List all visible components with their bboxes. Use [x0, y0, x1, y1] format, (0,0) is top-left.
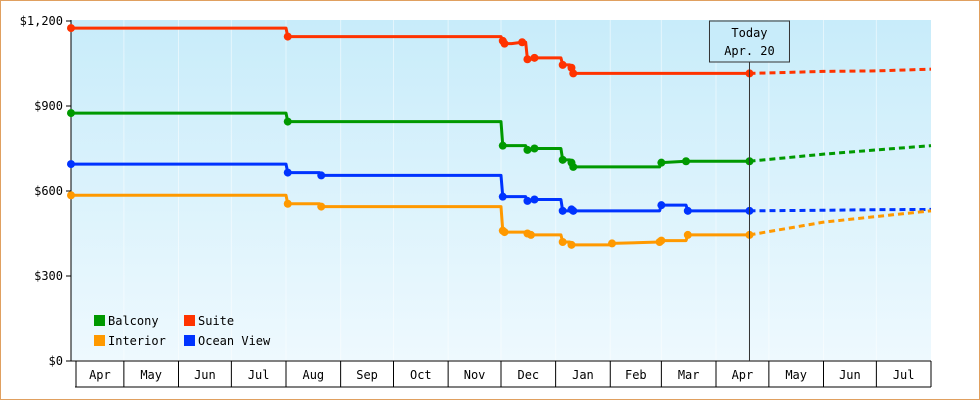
x-tick-label: Feb: [625, 368, 647, 382]
data-point-suite: [569, 69, 578, 78]
legend-label-balcony: Balcony: [108, 314, 159, 328]
data-point-ocean-view: [558, 206, 567, 215]
data-point-interior: [283, 199, 292, 208]
x-tick-label: Nov: [464, 368, 486, 382]
data-point-balcony: [498, 141, 507, 150]
y-tick-label: $1,200: [20, 14, 63, 28]
data-point-ocean-view: [67, 160, 75, 169]
legend-swatch-balcony: [94, 315, 105, 326]
x-tick-label: Oct: [410, 368, 432, 382]
data-point-ocean-view: [657, 201, 666, 210]
data-point-interior: [558, 238, 567, 246]
x-tick-label: May: [785, 368, 807, 382]
data-point-ocean-view: [317, 171, 326, 180]
data-point-suite: [523, 55, 532, 64]
data-point-suite: [67, 24, 75, 33]
data-point-interior: [608, 239, 617, 248]
data-point-suite: [518, 38, 527, 47]
legend-label-interior: Interior: [108, 334, 166, 348]
today-label: Today: [731, 26, 767, 40]
data-point-interior: [526, 230, 535, 239]
data-point-interior: [657, 236, 666, 245]
series-forecast-interior: [749, 209, 932, 237]
data-point-interior: [67, 191, 75, 200]
series-forecast-suite: [749, 67, 932, 75]
data-point-balcony: [657, 158, 666, 167]
legend-swatch-ocean-view: [184, 335, 195, 346]
y-tick-label: $900: [34, 99, 63, 113]
x-tick-label: Apr: [89, 368, 111, 382]
data-point-suite: [558, 60, 567, 69]
x-tick-label: Aug: [302, 368, 324, 382]
series-line-balcony: [71, 111, 750, 169]
data-point-ocean-view: [569, 206, 578, 215]
legend-label-ocean-view: Ocean View: [198, 334, 271, 348]
data-point-suite: [530, 53, 539, 62]
y-tick-label: $300: [34, 269, 63, 283]
data-point-ocean-view: [523, 196, 532, 205]
legend-label-suite: Suite: [198, 314, 234, 328]
today-box: [708, 20, 790, 63]
y-tick-label: $0: [49, 354, 63, 368]
data-point-ocean-view: [530, 195, 539, 204]
data-point-interior: [567, 240, 576, 249]
x-tick-label: Jul: [893, 368, 915, 382]
data-point-balcony: [569, 162, 578, 171]
x-tick-label: Dec: [517, 368, 539, 382]
legend-swatch-interior: [94, 335, 105, 346]
today-date-label: Apr. 20: [724, 44, 775, 58]
data-point-ocean-view: [498, 192, 507, 201]
data-point-balcony: [558, 155, 567, 164]
data-point-suite: [500, 39, 509, 48]
data-point-balcony: [523, 145, 532, 154]
x-tick-label: Jun: [839, 368, 861, 382]
x-tick-label: Jan: [572, 368, 594, 382]
series-forecast-balcony: [749, 144, 932, 163]
data-point-balcony: [530, 144, 539, 153]
x-tick-label: Jun: [194, 368, 216, 382]
x-tick-label: Mar: [678, 368, 700, 382]
data-point-balcony: [67, 109, 75, 118]
x-tick-label: Jul: [248, 368, 270, 382]
data-point-ocean-view: [283, 168, 292, 177]
series-forecast-ocean-view: [749, 207, 932, 213]
data-point-interior: [317, 202, 326, 211]
data-point-balcony: [283, 117, 292, 126]
data-point-ocean-view: [683, 206, 692, 215]
x-tick-label: Apr: [732, 368, 754, 382]
data-point-interior: [683, 230, 692, 239]
data-point-suite: [283, 32, 292, 41]
data-point-interior: [500, 228, 509, 237]
x-tick-label: Sep: [356, 368, 378, 382]
legend-swatch-suite: [184, 315, 195, 326]
x-tick-label: May: [140, 368, 162, 382]
y-tick-label: $600: [34, 184, 63, 198]
data-point-balcony: [682, 157, 691, 166]
